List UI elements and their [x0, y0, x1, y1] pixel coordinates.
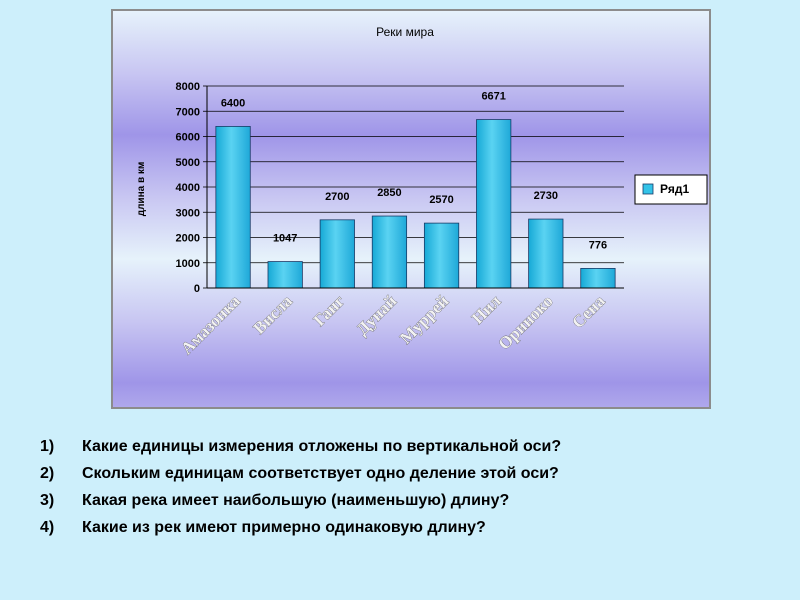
- question-number: 3): [40, 492, 55, 509]
- bar: [215, 126, 251, 289]
- data-label: 6400: [221, 97, 245, 109]
- bar: [528, 218, 564, 289]
- y-axis-title: длина в км: [136, 162, 147, 217]
- question-item: 2) Скольким единицам соответствует одно …: [40, 465, 561, 492]
- category-label: Амазонка: [177, 291, 244, 358]
- bar: [580, 268, 616, 289]
- bar: [423, 222, 460, 289]
- bar: [319, 219, 355, 289]
- question-text: Какие единицы измерения отложены по верт…: [82, 438, 562, 455]
- category-label: Дунай: [353, 291, 401, 339]
- question-number: 4): [40, 519, 55, 536]
- data-label: 1047: [273, 233, 297, 245]
- y-tick-label: 0: [194, 283, 200, 295]
- data-label: 2700: [325, 191, 349, 203]
- legend-label: Ряд1: [660, 182, 689, 196]
- question-number: 1): [40, 438, 55, 455]
- chart-title: Реки мира: [376, 25, 434, 39]
- category-label: Нил: [468, 291, 505, 328]
- plot-area: 0 1000 2000 3000 4000 5000 6000 7000 8000 6400 Ама…: [176, 81, 624, 358]
- bar: [476, 119, 512, 289]
- question-number: 2): [40, 465, 55, 482]
- question-text: Скольким единицам соответствует одно дел…: [82, 465, 559, 482]
- data-label: 776: [589, 239, 607, 251]
- y-tick-label: 7000: [176, 106, 200, 118]
- y-tick-label: 6000: [176, 132, 200, 144]
- y-tick-label: 5000: [176, 157, 200, 169]
- y-tick-label: 3000: [176, 207, 200, 219]
- question-text: Какая река имеет наибольшую (наименьшую)…: [82, 492, 510, 509]
- data-label: 2730: [534, 190, 558, 202]
- category-label: Висла: [250, 291, 297, 338]
- y-tick-label: 8000: [176, 81, 200, 93]
- bar: [267, 261, 303, 289]
- category-label: Ганг: [310, 291, 349, 330]
- y-tick-label: 4000: [176, 182, 200, 194]
- category-label: Муррей: [396, 291, 452, 347]
- question-list: 1) Какие единицы измерения отложены по в…: [40, 438, 561, 546]
- question-text: Какие из рек имеют примерно одинаковую д…: [82, 519, 486, 536]
- question-item: 4) Какие из рек имеют примерно одинакову…: [40, 519, 561, 546]
- river-length-bar-chart: Реки мира длина в км 0 1000 2000 3000 4000 50…: [136, 25, 708, 358]
- category-label: Ориноко: [495, 291, 557, 353]
- chart-frame: Реки мира длина в км 0 1000 2000 3000 4000 50…: [111, 9, 711, 409]
- y-tick-label: 2000: [176, 233, 200, 245]
- category-label: Сена: [568, 291, 609, 332]
- legend: Ряд1: [634, 174, 708, 205]
- data-label: 2570: [429, 194, 453, 206]
- y-tick-label: 1000: [176, 258, 200, 270]
- question-item: 1) Какие единицы измерения отложены по в…: [40, 438, 561, 465]
- bar: [371, 215, 408, 289]
- legend-swatch: [642, 183, 654, 195]
- question-item: 3) Какая река имеет наибольшую (наименьш…: [40, 492, 561, 519]
- data-label: 6671: [481, 91, 505, 103]
- data-label: 2850: [377, 187, 401, 199]
